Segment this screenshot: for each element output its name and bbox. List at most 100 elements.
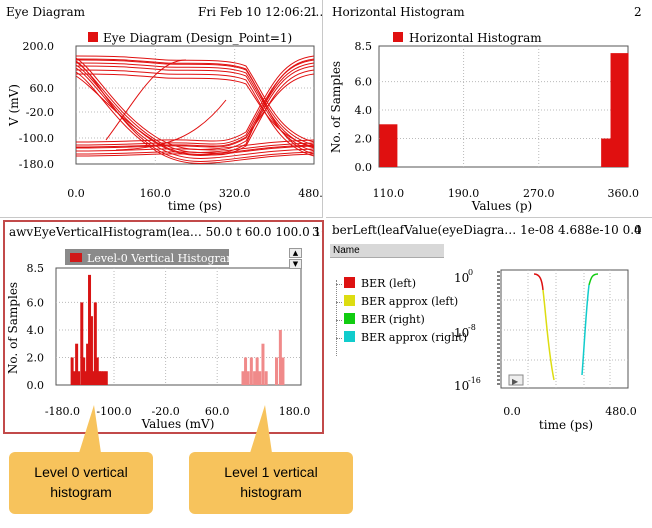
level0-histogram-bar	[75, 343, 79, 385]
x-tick-label: 160.0	[140, 187, 172, 200]
eye-trace	[75, 61, 315, 153]
ber-approx-left-curve	[542, 289, 555, 381]
scroll-up-button[interactable]: ▲	[289, 248, 302, 258]
grid-lines	[56, 268, 301, 385]
x-tick-label: 0.0	[67, 187, 85, 200]
y-tick-exponent: 0	[468, 268, 473, 277]
tree-connector	[336, 283, 342, 285]
level1-histogram-bar	[281, 357, 285, 385]
vertical-histogram-panel[interactable]: awvEyeVerticalHistogram(lea… 50.0 t 60.0…	[3, 220, 324, 434]
level1-histogram-bar	[246, 371, 250, 385]
legend-item[interactable]: BER (left)	[336, 276, 416, 292]
legend-item[interactable]: BER approx (left)	[336, 294, 458, 310]
legend-label: BER (left)	[361, 277, 416, 290]
legend-label: BER approx (left)	[361, 295, 459, 308]
y-tick-label: 4.0	[355, 104, 373, 117]
legend-tree[interactable]: Name BER (left) BER approx (left) BER (rig…	[330, 244, 467, 434]
horizontal-histogram-panel[interactable]: Horizontal Histogram 2 Horizontal Histog…	[326, 0, 652, 218]
plot-frame	[378, 45, 629, 168]
eye-trace	[105, 59, 187, 141]
level1-histogram-bar	[275, 357, 278, 385]
panel-title: berLeft(leafValue(eyeDiagra… 1e-08 4.688…	[332, 223, 642, 237]
legend-swatch	[88, 32, 98, 42]
panel-timestamp: Fri Feb 10 12:06:2…	[198, 5, 323, 19]
eye-trace	[75, 57, 315, 150]
level0-histogram-bar	[72, 371, 76, 385]
level0-histogram-bar	[99, 371, 103, 385]
eye-trace	[75, 60, 315, 162]
eye-trace	[75, 69, 315, 157]
eye-trace	[75, 65, 315, 152]
play-icon: ▶	[512, 377, 519, 386]
y-tick-label: -100.0	[19, 132, 54, 145]
play-button	[508, 374, 524, 386]
x-tick-label: 270.0	[523, 187, 555, 200]
ber-right-curve	[588, 273, 599, 286]
level0-histogram-bar	[93, 302, 97, 385]
panel-number: 2	[634, 5, 642, 19]
legend-swatch	[393, 32, 403, 42]
eye-trace	[115, 99, 227, 151]
panel-number: 1	[310, 5, 318, 19]
level0-histogram-bar	[77, 371, 81, 385]
level1-histogram-bar	[255, 357, 259, 385]
legend-swatch	[70, 253, 82, 262]
legend-swatch	[344, 277, 355, 288]
x-tick-label: 320.0	[219, 187, 251, 200]
legend-label: Horizontal Histogram	[409, 31, 542, 45]
x-axis-label: Values (mV)	[141, 417, 215, 431]
level0-histogram-bar	[89, 316, 93, 385]
eye-diagram-chart[interactable]: Eye Diagram (Design_Point=1) 200.0 60.0 -20…	[0, 0, 323, 218]
eye-trace	[75, 67, 315, 159]
x-tick-label: 180.0	[279, 405, 311, 418]
legend-box	[65, 249, 229, 265]
eye-trace	[75, 58, 315, 155]
y-axis-label: No. of Samples	[6, 282, 20, 374]
y-axis-label: No. of Samples	[329, 61, 343, 153]
scroll-down-button[interactable]: ▼	[289, 259, 302, 269]
callout-text: Level 1 vertical histogram	[224, 464, 318, 500]
vertical-histogram-chart[interactable]: Level-0 Vertical Histogram 8.5 6.0 4.0 2.0 0.…	[5, 222, 322, 432]
legend-label: Level-0 Vertical Histogram	[87, 252, 237, 265]
legend-label: Eye Diagram (Design_Point=1)	[103, 31, 292, 45]
level1-histogram-bar	[244, 357, 248, 385]
legend-swatch	[344, 295, 355, 306]
legend-item[interactable]: BER approx (right)	[336, 330, 467, 346]
panel-title: Eye Diagram	[6, 5, 86, 19]
legend-swatch	[344, 313, 355, 324]
x-axis-label: Values (p)	[471, 199, 532, 213]
y-tick-label: 200.0	[23, 40, 55, 53]
level0-histogram-bar	[95, 357, 99, 385]
eye-trace	[75, 65, 315, 152]
x-tick-label: 190.0	[448, 187, 480, 200]
level0-histogram-bar	[104, 371, 108, 385]
y-tick-exponent: -16	[468, 376, 481, 385]
x-tick-label: 480.0	[298, 187, 323, 200]
level1-histogram-bar	[241, 371, 245, 385]
legend-item[interactable]: BER (right)	[336, 312, 425, 328]
legend-label: BER approx (right)	[361, 331, 468, 344]
y-tick-label: 60.0	[30, 82, 55, 95]
legend-swatch	[344, 331, 355, 342]
level1-histogram-bar	[258, 371, 262, 385]
level1-histogram-bar	[261, 343, 265, 385]
level1-histogram-bar	[264, 371, 268, 385]
y-tick-exponent: -8	[468, 323, 476, 332]
tree-connector	[336, 301, 342, 303]
eye-diagram-panel[interactable]: Eye Diagram Fri Feb 10 12:06:2… 1 Eye Di…	[0, 0, 323, 218]
eye-trace	[75, 73, 315, 148]
histogram-bar	[610, 53, 629, 167]
callout-text: Level 0 vertical histogram	[34, 464, 128, 500]
tree-header[interactable]: Name	[330, 244, 444, 258]
y-tick-label: 10	[454, 326, 469, 340]
x-tick-label: -20.0	[151, 405, 179, 418]
ber-panel[interactable]: berLeft(leafValue(eyeDiagra… 1e-08 4.688…	[326, 220, 652, 434]
y-tick-label: 10	[454, 271, 469, 285]
y-tick-label: 2.0	[27, 351, 45, 364]
horizontal-histogram-chart[interactable]: Horizontal Histogram 8.5 6.0 4.0 2.0 0.0110.0…	[326, 0, 652, 218]
level1-callout: Level 1 vertical histogram	[189, 452, 353, 514]
x-tick-label: -100.0	[96, 405, 131, 418]
panel-number: 3	[312, 225, 320, 239]
eye-trace	[75, 69, 315, 157]
